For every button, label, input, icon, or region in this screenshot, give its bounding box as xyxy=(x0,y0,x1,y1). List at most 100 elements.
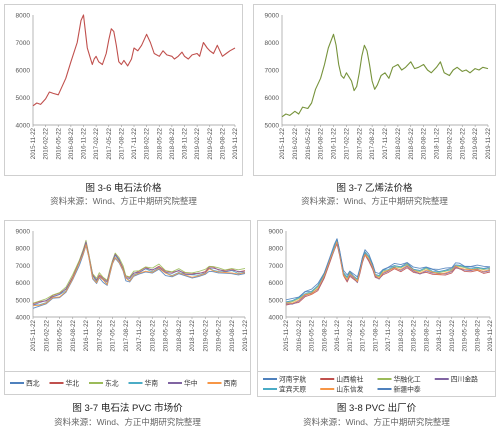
chart-carbide-price: 4000 5000 6000 7000 8000 2015-11-22 2016-02-22… xyxy=(16,13,239,160)
x-tick-label: 2018-08-22 xyxy=(423,319,430,351)
x-tick-label: 2017-05-22 xyxy=(110,319,117,351)
x-tick-label: 2016-02-22 xyxy=(292,127,299,159)
y-tick-label: 5000 xyxy=(16,297,31,304)
y-tick-label: 6000 xyxy=(16,68,31,75)
source-note-ethylene: 资料来源：Wind、方正中期研究院整理 xyxy=(301,196,448,206)
x-tick-label: 2016-05-22 xyxy=(309,319,316,351)
chart-frame-carbide: 4000 5000 6000 7000 8000 2015-11-22 2016-02-22… xyxy=(4,4,243,176)
x-tick-label: 2016-08-22 xyxy=(321,319,328,351)
x-tick-label: 2015-11-22 xyxy=(279,127,286,159)
series-line-山东信发 xyxy=(285,241,491,304)
x-tick-label: 2016-11-22 xyxy=(331,127,338,159)
series-line-山西榆社 xyxy=(285,243,491,306)
x-tick-label: 2016-05-22 xyxy=(57,319,64,351)
y-tick-label: 6000 xyxy=(269,280,284,287)
caption-ethylene: 图 3-7 乙烯法价格 xyxy=(336,183,413,194)
legend-label-新疆中泰: 新疆中泰 xyxy=(394,385,421,394)
x-tick-label: 2017-05-22 xyxy=(360,319,367,351)
series-line-新疆中泰 xyxy=(285,238,491,301)
legend-label-山东信发: 山东信发 xyxy=(336,385,363,394)
legend-label-西南: 西南 xyxy=(224,379,238,388)
x-tick-label: 2018-02-22 xyxy=(395,127,402,159)
x-tick-label: 2017-08-22 xyxy=(123,319,130,351)
x-tick-label: 2016-05-22 xyxy=(305,127,312,159)
y-tick-label: 4000 xyxy=(269,315,284,322)
x-tick-label: 2016-02-22 xyxy=(43,319,50,351)
x-tick-label: 2018-11-22 xyxy=(189,319,196,351)
y-tick-label: 8000 xyxy=(16,246,31,253)
legend-label-山西榆社: 山西榆社 xyxy=(336,375,363,384)
x-tick-label: 2018-11-22 xyxy=(434,127,441,159)
x-tick-label: 2017-11-22 xyxy=(382,127,389,159)
chart-pvc-market-price: 4000 5000 6000 7000 8000 9000 2015-11-22 2016-0… xyxy=(16,229,249,352)
y-tick-label: 6000 xyxy=(265,95,280,102)
x-tick-label: 2018-11-22 xyxy=(436,319,443,351)
x-tick-label: 2017-08-22 xyxy=(372,319,379,351)
source-note-carbide: 资料来源：Wind、方正中期研究院整理 xyxy=(50,196,197,206)
chart-ethylene-price: 5000 6000 7000 8000 9000 2015-11-22 2016-02-22… xyxy=(265,13,492,160)
x-tick-label: 2018-02-22 xyxy=(149,319,156,351)
y-tick-label: 8000 xyxy=(269,246,284,253)
x-tick-label: 2016-08-22 xyxy=(318,127,325,159)
x-tick-label: 2019-11-22 xyxy=(485,127,492,159)
caption-pvc-factory: 图 3-8 PVC 出厂价 xyxy=(336,403,417,414)
x-tick-label: 2019-05-22 xyxy=(459,127,466,159)
x-tick-label: 2017-05-22 xyxy=(106,127,113,159)
y-tick-label: 9000 xyxy=(16,229,31,236)
x-tick-label: 2016-08-22 xyxy=(68,127,75,159)
x-tick-label: 2017-08-22 xyxy=(369,127,376,159)
x-tick-label: 2019-05-22 xyxy=(216,319,223,351)
x-tick-label: 2016-11-22 xyxy=(334,319,341,351)
y-tick-label: 5000 xyxy=(265,123,280,130)
legend-label-华北: 华北 xyxy=(66,379,80,388)
legend-label-河南宇航: 河南宇航 xyxy=(279,375,306,384)
x-tick-label: 2019-11-22 xyxy=(232,127,239,159)
x-tick-label: 2019-02-22 xyxy=(194,127,201,159)
y-tick-label: 5000 xyxy=(16,95,31,102)
y-tick-label: 7000 xyxy=(269,263,284,270)
legend-label-四川金路: 四川金路 xyxy=(451,375,478,384)
x-tick-label: 2019-11-22 xyxy=(487,319,494,351)
series-line-carbide_price xyxy=(32,14,236,107)
y-tick-label: 7000 xyxy=(265,68,280,75)
source-note-pvc-factory: 资料来源：Wind、方正中期研究院整理 xyxy=(303,417,450,427)
series-line-东北 xyxy=(32,239,246,304)
legend-label-华中: 华中 xyxy=(184,379,198,388)
y-tick-label: 7000 xyxy=(16,263,31,270)
x-tick-label: 2016-02-22 xyxy=(43,127,50,159)
x-tick-label: 2015-11-22 xyxy=(30,319,37,351)
chart-frame-pvc-factory: 4000 5000 6000 7000 8000 9000 2015-11-22 2016-0… xyxy=(257,220,496,372)
legend-label-华融化工: 华融化工 xyxy=(394,375,421,384)
legend-label-西北: 西北 xyxy=(26,380,40,388)
x-tick-label: 2016-02-22 xyxy=(296,319,303,351)
chart-pvc-factory-price: 4000 5000 6000 7000 8000 9000 2015-11-22 2016-0… xyxy=(269,229,494,352)
series-line-西南 xyxy=(32,244,246,307)
chart-frame-pvc-market: 4000 5000 6000 7000 8000 9000 2015-11-22 2016-0… xyxy=(4,220,251,372)
x-tick-label: 2015-11-22 xyxy=(30,127,37,159)
x-tick-label: 2016-11-22 xyxy=(83,319,90,351)
x-tick-label: 2018-05-22 xyxy=(411,319,418,351)
x-tick-label: 2018-05-22 xyxy=(163,319,170,351)
x-tick-label: 2019-08-22 xyxy=(472,127,479,159)
y-tick-label: 8000 xyxy=(265,40,280,47)
legend-label-华南: 华南 xyxy=(145,379,159,388)
x-tick-label: 2019-11-22 xyxy=(242,319,249,351)
series-line-四川金路 xyxy=(285,242,491,305)
y-tick-label: 8000 xyxy=(16,13,31,20)
x-tick-label: 2016-11-22 xyxy=(81,127,88,159)
x-tick-label: 2017-11-22 xyxy=(131,127,138,159)
caption-carbide: 图 3-6 电石法价格 xyxy=(85,183,162,194)
series-line-ethylene_price xyxy=(281,33,489,118)
x-tick-label: 2017-02-22 xyxy=(347,319,354,351)
x-tick-label: 2015-11-22 xyxy=(283,319,290,351)
legend-pvc-market: 西北 华北 东北 华南 华中 西南 xyxy=(10,379,238,388)
x-tick-label: 2019-05-22 xyxy=(462,319,469,351)
y-tick-label: 9000 xyxy=(269,229,284,236)
x-tick-label: 2018-08-22 xyxy=(169,127,176,159)
series-line-西北 xyxy=(32,244,246,309)
x-tick-label: 2017-02-22 xyxy=(343,127,350,159)
y-tick-label: 5000 xyxy=(269,297,284,304)
x-tick-label: 2017-05-22 xyxy=(356,127,363,159)
y-tick-label: 7000 xyxy=(16,40,31,47)
